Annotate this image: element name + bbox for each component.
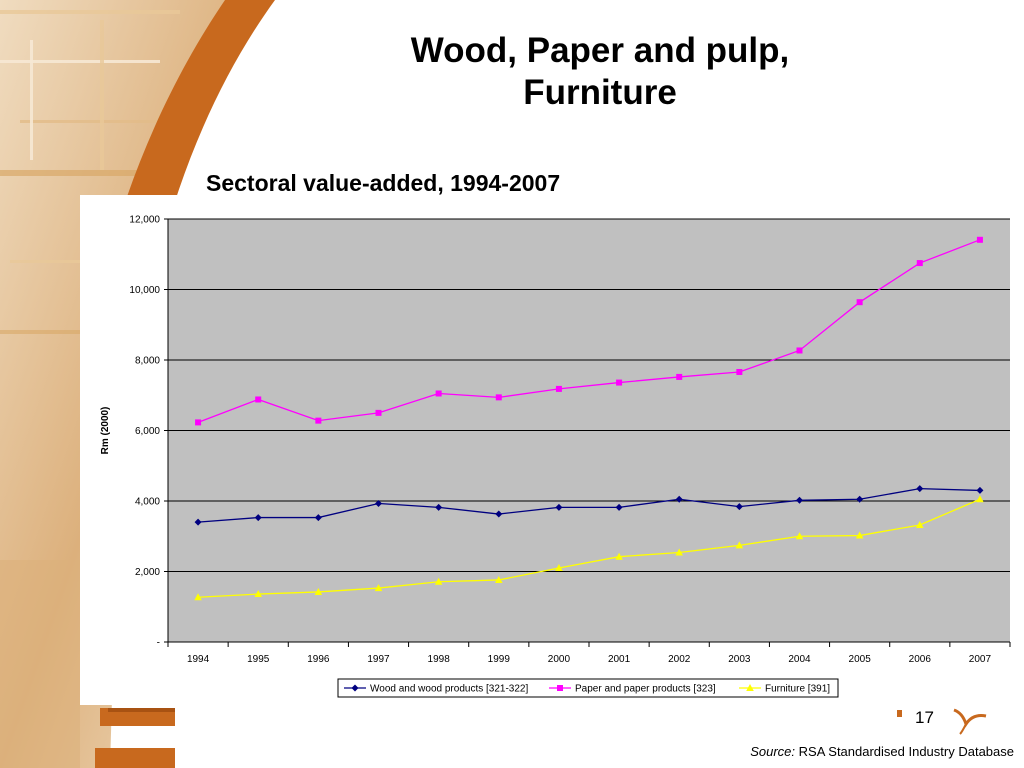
data-point (856, 495, 864, 503)
data-point (615, 503, 623, 511)
series-line-2 (197, 239, 981, 423)
y-tick-label: 4,000 (135, 497, 160, 508)
brand-logo-icon (953, 708, 987, 735)
data-point (735, 541, 744, 549)
data-point (314, 587, 323, 595)
data-point (434, 577, 443, 585)
y-tick-label: 2,000 (135, 567, 160, 578)
x-tick-label: 1994 (187, 654, 210, 665)
series-line-3 (198, 498, 981, 598)
source-note: Source: RSA Standardised Industry Databa… (750, 744, 1014, 759)
x-tick-label: 2003 (728, 654, 751, 665)
data-point (195, 419, 202, 426)
source-label: Source: (750, 744, 796, 759)
data-point (555, 385, 562, 392)
data-point (255, 396, 262, 403)
legend-box (337, 678, 839, 698)
x-tick-label: 1995 (247, 654, 270, 665)
y-tick-label: 12,000 (129, 215, 160, 226)
data-point (254, 514, 262, 522)
data-point (916, 485, 924, 493)
line-chart: - 2,000 4,000 6,000 8,000 10,000 12,000 1994 199… (80, 195, 1020, 705)
legend-label: Wood and wood products [321-322] (370, 684, 528, 695)
x-tick-label: 1997 (367, 654, 390, 665)
x-tick-label: 2002 (668, 654, 691, 665)
data-point (976, 495, 984, 503)
legend-marker (351, 684, 359, 692)
data-point (555, 563, 563, 571)
data-point (555, 503, 563, 511)
x-tick-label: 2005 (849, 654, 872, 665)
data-point (676, 373, 683, 380)
source-text: RSA Standardised Industry Database (795, 744, 1014, 759)
data-point (435, 503, 443, 511)
data-point (435, 390, 442, 397)
legend-label: Furniture [391] (765, 684, 830, 695)
x-tick-label: 2000 (548, 654, 571, 665)
title-line-1: Wood, Paper and pulp, (410, 31, 790, 70)
data-point (675, 495, 683, 503)
series-line-1 (198, 488, 980, 523)
x-tick-label: 2006 (909, 654, 932, 665)
chart-subtitle: Sectoral value-added, 1994-2007 (206, 170, 561, 196)
data-point (314, 514, 322, 522)
data-point (495, 394, 502, 401)
data-point (915, 520, 924, 528)
x-tick-label: 1999 (488, 654, 511, 665)
data-point (736, 368, 743, 375)
data-point (194, 593, 202, 601)
x-tick-label: 1998 (428, 654, 451, 665)
y-tick-label: 10,000 (129, 285, 160, 296)
data-point (976, 486, 984, 494)
data-point (494, 575, 503, 583)
title-line-2: Furniture (523, 73, 677, 112)
data-point (375, 409, 382, 416)
data-point (615, 552, 623, 560)
y-tick-label: 8,000 (135, 356, 160, 367)
x-tick-label: 2007 (969, 654, 992, 665)
data-point (194, 518, 202, 526)
data-point (375, 499, 382, 507)
y-tick-label: 6,000 (135, 426, 160, 437)
data-point (374, 584, 383, 592)
data-point (796, 496, 803, 504)
legend-label: Paper and paper products [323] (575, 684, 716, 695)
x-tick-label: 1996 (307, 654, 330, 665)
data-point (856, 299, 863, 306)
data-point (254, 590, 263, 598)
x-tick-label: 2004 (788, 654, 811, 665)
x-tick-label: 2001 (608, 654, 631, 665)
data-point (916, 260, 923, 267)
data-point (675, 548, 684, 556)
orange-bullet-icon (897, 710, 902, 717)
page-number: 17 (915, 708, 934, 727)
y-tick-label: - (157, 638, 160, 649)
data-point (796, 347, 803, 354)
data-point (976, 236, 983, 243)
legend-marker (557, 685, 563, 691)
data-point (315, 417, 322, 424)
slide-title: Wood, Paper and pulp, Furniture (340, 30, 860, 114)
data-point (616, 379, 623, 386)
data-point (795, 532, 804, 540)
legend-marker (746, 684, 754, 691)
data-point (855, 531, 864, 539)
data-point (735, 503, 743, 511)
y-axis-label: Rm (2000) (100, 407, 111, 455)
